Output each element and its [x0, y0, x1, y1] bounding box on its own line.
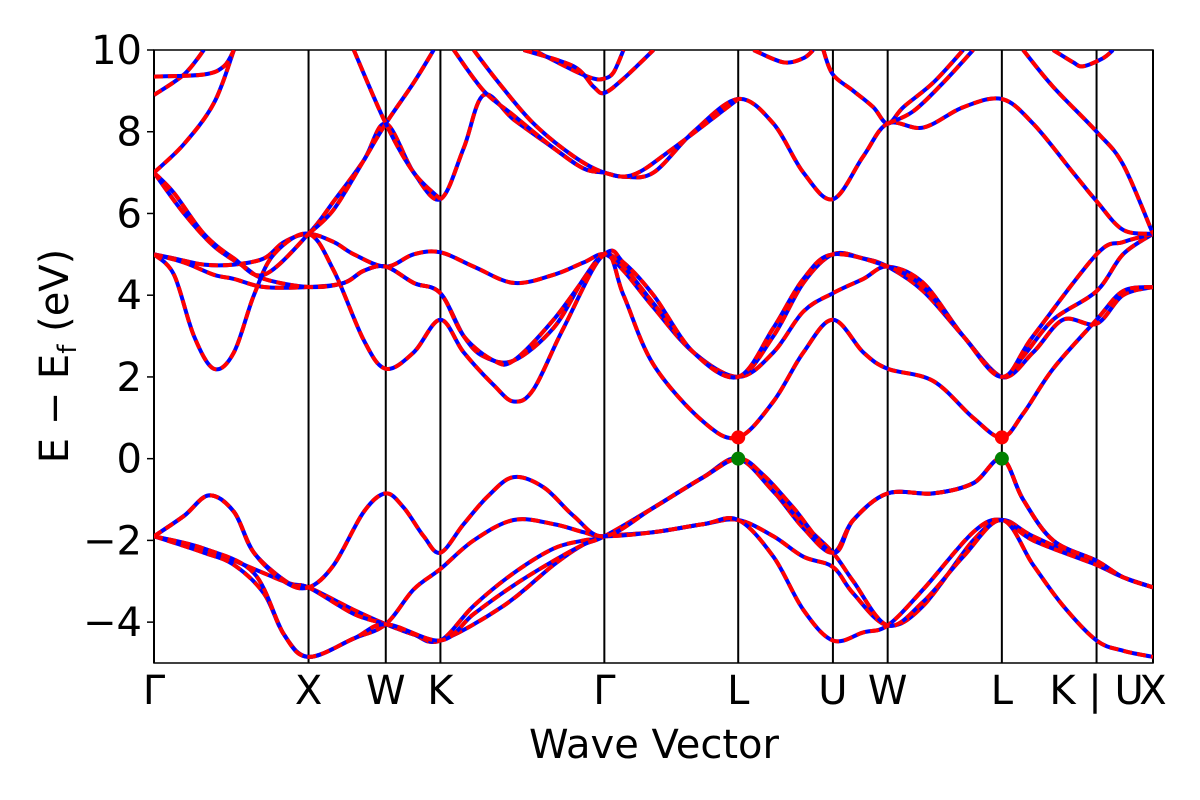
x-tick-label-8: L: [991, 668, 1014, 714]
plot-area: [153, 49, 1154, 664]
x-tick-label-6: U: [818, 668, 847, 714]
band-7: [154, 231, 1153, 441]
cbm-marker-2: [994, 430, 1009, 445]
cbm-marker-0: [731, 430, 746, 445]
y-tick-label-1: −2: [83, 518, 142, 564]
band-0: [154, 517, 1153, 644]
x-tick-label-3: K: [427, 668, 455, 714]
band-15: [452, 50, 605, 175]
band-lines: [154, 50, 1153, 659]
band-22: [1052, 50, 1115, 69]
x-tick-label-5: L: [727, 668, 750, 714]
y-axis-ticks: −4 −2 0 2 4 6 8 10: [83, 28, 154, 646]
band-13: [307, 50, 436, 236]
band-9: [154, 92, 1153, 278]
vbm-marker-3: [994, 451, 1009, 466]
band-12: [154, 50, 236, 79]
x-tick-label-1: X: [295, 668, 322, 714]
y-tick-label-6: 8: [117, 110, 142, 156]
y-tick-label-2: 0: [117, 437, 142, 483]
x-tick-label-9: K | U: [1049, 668, 1143, 714]
band-edge-markers: [731, 430, 1009, 466]
y-tick-label-0: −4: [83, 600, 142, 646]
x-tick-label-7: W: [868, 668, 908, 714]
band-2: [154, 456, 1153, 644]
band-18: [522, 50, 655, 96]
band-19: [752, 50, 815, 65]
y-tick-label-3: 2: [117, 355, 142, 401]
y-tick-label-4: 4: [117, 273, 142, 319]
y-axis-label-sub: f: [53, 344, 83, 354]
x-axis-label: Wave Vector: [529, 722, 780, 768]
band-6: [154, 250, 1153, 380]
band-4: [154, 456, 1153, 591]
x-tick-label-4: Γ: [593, 668, 616, 714]
band-10: [154, 50, 236, 175]
y-tick-label-5: 6: [117, 191, 142, 237]
band-23: [1021, 50, 1153, 235]
band-3: [154, 456, 1153, 659]
band-21: [886, 50, 975, 126]
band-8: [154, 171, 1153, 380]
vbm-marker-1: [731, 451, 746, 466]
x-tick-label-0: Γ: [143, 668, 166, 714]
band-14: [351, 50, 442, 201]
y-axis-label: E − Ef (eV): [32, 249, 83, 464]
band-16: [472, 50, 740, 179]
y-tick-label-7: 10: [91, 28, 142, 74]
y-axis-label-main: E − E: [32, 354, 78, 464]
x-tick-label-2: W: [366, 668, 406, 714]
y-axis-label-unit: (eV): [32, 249, 78, 345]
band-20: [821, 50, 965, 126]
band-17: [532, 50, 626, 82]
kpoint-separators: [153, 50, 1154, 663]
band-11: [154, 50, 206, 97]
x-tick-label-10: X: [1139, 668, 1166, 714]
